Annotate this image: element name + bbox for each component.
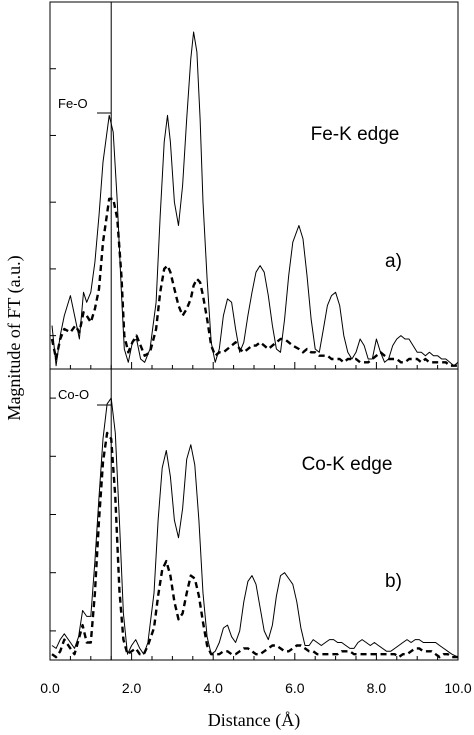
panel-b-label: b) <box>385 571 402 592</box>
panel-a-title: Fe-K edge <box>311 124 400 145</box>
panel-a-label: a) <box>385 251 402 272</box>
panel-a-series <box>50 31 459 367</box>
panel-b-title: Co-K edge <box>302 454 393 475</box>
x-tick-label: 6.0 <box>285 680 305 696</box>
panel-b-peak-label: Co-O <box>58 387 89 402</box>
panel-b-series <box>51 397 459 659</box>
x-tick-label: 2.0 <box>122 680 142 696</box>
x-axis-label: Distance (Å) <box>208 710 300 731</box>
panel-a-peak-label: Fe-O <box>58 96 88 111</box>
panel-b-y-ticks <box>50 397 56 632</box>
y-axis-label: Magnitude of FT (a.u.) <box>4 255 25 420</box>
panel-b-solid-line <box>51 397 459 658</box>
panel-a-dashed-line <box>50 197 458 367</box>
panel-a-solid-line <box>51 31 459 367</box>
x-tick-label: 8.0 <box>367 680 387 696</box>
panel-a-y-ticks <box>50 1 56 337</box>
x-tick-label: 10.0 <box>444 680 471 696</box>
x-tick-labels: 0.0 2.0 4.0 6.0 8.0 10.0 <box>40 680 472 696</box>
panel-b-dashed-line <box>51 431 458 659</box>
x-tick-label: 0.0 <box>40 680 60 696</box>
x-tick-label: 4.0 <box>203 680 223 696</box>
